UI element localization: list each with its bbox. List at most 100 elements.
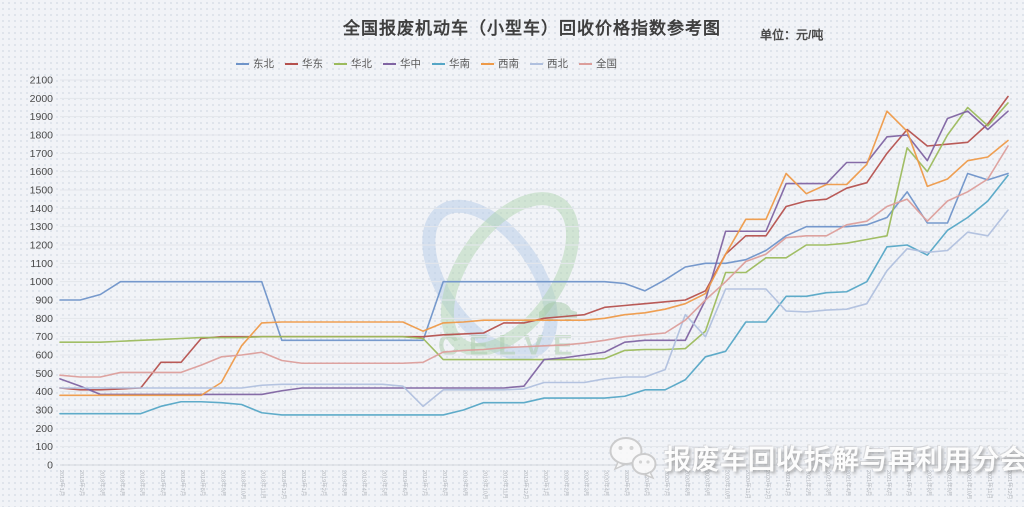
svg-text:2019年2月: 2019年2月 <box>320 470 328 496</box>
svg-text:0: 0 <box>47 460 53 472</box>
svg-text:2021年1月: 2021年1月 <box>784 470 792 496</box>
svg-text:100: 100 <box>35 441 53 453</box>
svg-text:2018年10月: 2018年10月 <box>240 470 248 499</box>
svg-text:2020年11月: 2020年11月 <box>744 470 752 499</box>
svg-text:2021年3月: 2021年3月 <box>824 470 832 496</box>
legend-label: 华南 <box>449 58 470 70</box>
legend-dash-icon <box>579 62 592 65</box>
svg-text:2018年7月: 2018年7月 <box>179 470 187 496</box>
legend-label: 东北 <box>253 58 274 70</box>
legend-item-5: 西南 <box>481 56 519 71</box>
legend-dash-icon <box>432 62 445 65</box>
svg-text:2018年11月: 2018年11月 <box>260 470 268 499</box>
svg-text:2020年5月: 2020年5月 <box>623 470 631 496</box>
legend-dash-icon <box>530 62 543 65</box>
svg-text:1100: 1100 <box>30 258 53 270</box>
svg-text:2021年4月: 2021年4月 <box>845 470 853 496</box>
svg-text:2000: 2000 <box>30 93 54 105</box>
svg-text:400: 400 <box>35 386 53 398</box>
svg-text:2020年9月: 2020年9月 <box>703 470 711 496</box>
svg-text:2019年1月: 2019年1月 <box>300 470 308 496</box>
series-line-7 <box>59 145 1009 378</box>
svg-text:2021年10月: 2021年10月 <box>966 470 974 499</box>
svg-text:1300: 1300 <box>30 221 54 233</box>
legend-label: 西北 <box>547 58 568 70</box>
svg-text:2019年11月: 2019年11月 <box>502 470 510 499</box>
svg-text:2021年12月: 2021年12月 <box>1006 470 1014 499</box>
legend-dash-icon <box>481 62 494 65</box>
series-line-4 <box>59 174 1009 416</box>
legend-item-7: 全国 <box>579 56 617 71</box>
svg-text:2020年4月: 2020年4月 <box>603 470 611 496</box>
svg-text:2019年10月: 2019年10月 <box>482 470 490 499</box>
unit-label: 单位：元/吨 <box>760 28 824 42</box>
svg-text:1800: 1800 <box>30 130 54 142</box>
svg-text:2020年6月: 2020年6月 <box>643 470 651 496</box>
svg-text:2020年7月: 2020年7月 <box>663 470 671 496</box>
footer-text: 报废车回收拆解与再利用分会 <box>664 444 1024 475</box>
page-title: 全国报废机动车（小型车）回收价格指数参考图 <box>343 19 721 38</box>
svg-text:2019年6月: 2019年6月 <box>401 470 409 496</box>
svg-text:2021年2月: 2021年2月 <box>804 470 812 496</box>
footer-logo: 报废车回收拆解与再利用分会 <box>606 434 1024 480</box>
series-line-6 <box>59 209 1009 408</box>
svg-text:2019年7月: 2019年7月 <box>421 470 429 496</box>
svg-text:300: 300 <box>35 405 53 417</box>
series-line-0 <box>59 172 1009 342</box>
svg-text:2018年12月: 2018年12月 <box>280 470 288 499</box>
legend-item-1: 华东 <box>285 56 323 71</box>
svg-text:2018年9月: 2018年9月 <box>219 470 227 496</box>
svg-text:2018年1月: 2018年1月 <box>58 470 66 496</box>
legend-dash-icon <box>236 62 249 65</box>
legend-item-0: 东北 <box>236 56 274 71</box>
x-axis-labels: 2018年1月 2018年2月 2018年3月 2018年4月 2018年5月 2018年… <box>58 470 1014 499</box>
legend-item-4: 华南 <box>432 56 470 71</box>
svg-text:2019年5月: 2019年5月 <box>381 470 389 496</box>
svg-text:2018年6月: 2018年6月 <box>159 470 167 496</box>
svg-text:2021年5月: 2021年5月 <box>865 470 873 496</box>
legend-item-6: 西北 <box>530 56 568 71</box>
svg-text:1200: 1200 <box>30 240 54 252</box>
svg-text:1900: 1900 <box>30 111 54 123</box>
legend-item-2: 华北 <box>334 56 372 71</box>
svg-text:2019年3月: 2019年3月 <box>340 470 348 496</box>
svg-text:600: 600 <box>35 350 53 362</box>
legend-dash-icon <box>383 62 396 65</box>
svg-text:1400: 1400 <box>30 203 54 215</box>
svg-text:2018年3月: 2018年3月 <box>98 470 106 496</box>
legend-label: 华中 <box>400 58 421 70</box>
svg-text:2020年10月: 2020年10月 <box>724 470 732 499</box>
svg-text:900: 900 <box>35 295 53 307</box>
svg-text:2020年2月: 2020年2月 <box>562 470 570 496</box>
svg-text:800: 800 <box>35 313 53 325</box>
legend-item-3: 华中 <box>383 56 421 71</box>
gridlines <box>60 79 1008 466</box>
svg-text:2018年2月: 2018年2月 <box>78 470 86 496</box>
svg-text:500: 500 <box>35 368 53 380</box>
wechat-icon <box>609 437 657 480</box>
legend-dash-icon <box>285 62 298 65</box>
svg-text:2020年8月: 2020年8月 <box>683 470 691 496</box>
svg-text:2020年1月: 2020年1月 <box>542 470 550 496</box>
series-line-2 <box>59 102 1009 361</box>
legend-label: 华东 <box>302 58 323 70</box>
svg-text:2100: 2100 <box>30 75 54 87</box>
svg-text:200: 200 <box>35 423 53 435</box>
svg-text:2021年8月: 2021年8月 <box>925 470 933 496</box>
chart-legend: 东北 华东 华北 华中 华南 西南 西北 全国 <box>236 56 628 71</box>
legend-label: 西南 <box>498 58 519 70</box>
svg-text:2021年6月: 2021年6月 <box>885 470 893 496</box>
legend-dash-icon <box>334 62 347 65</box>
svg-text:1700: 1700 <box>30 148 54 160</box>
svg-text:2018年4月: 2018年4月 <box>119 470 127 496</box>
series-lines <box>59 95 1009 416</box>
svg-text:2019年9月: 2019年9月 <box>461 470 469 496</box>
svg-text:2019年4月: 2019年4月 <box>361 470 369 496</box>
svg-text:1000: 1000 <box>30 276 54 288</box>
series-line-5 <box>59 110 1009 397</box>
svg-text:2018年5月: 2018年5月 <box>139 470 147 496</box>
svg-text:2021年9月: 2021年9月 <box>945 470 953 496</box>
svg-text:700: 700 <box>35 331 53 343</box>
